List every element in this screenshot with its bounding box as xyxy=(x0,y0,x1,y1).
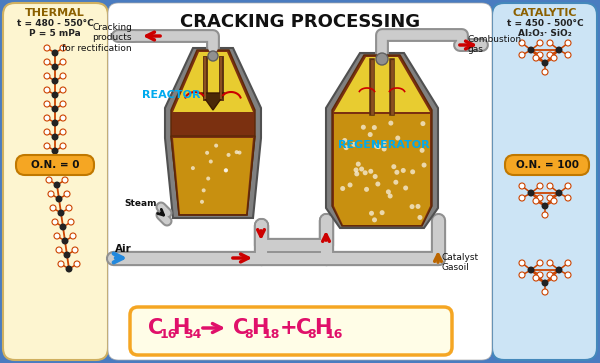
Text: O.N. = 100: O.N. = 100 xyxy=(515,160,578,170)
Circle shape xyxy=(418,215,422,220)
Circle shape xyxy=(44,45,50,51)
Circle shape xyxy=(382,147,386,151)
Polygon shape xyxy=(334,57,430,112)
Circle shape xyxy=(52,134,59,140)
Circle shape xyxy=(368,169,373,174)
FancyBboxPatch shape xyxy=(16,155,94,175)
Circle shape xyxy=(62,177,68,183)
Circle shape xyxy=(362,170,368,175)
Circle shape xyxy=(551,275,557,281)
Circle shape xyxy=(542,212,548,218)
Text: C: C xyxy=(148,318,163,338)
Text: 16: 16 xyxy=(326,327,343,340)
Circle shape xyxy=(376,53,388,65)
Circle shape xyxy=(206,176,210,180)
Circle shape xyxy=(60,143,66,149)
Circle shape xyxy=(391,164,397,169)
Circle shape xyxy=(48,191,54,197)
Text: Steam: Steam xyxy=(125,199,157,208)
Polygon shape xyxy=(165,48,261,218)
Circle shape xyxy=(44,115,50,121)
Polygon shape xyxy=(334,114,430,225)
Circle shape xyxy=(44,101,50,107)
Circle shape xyxy=(56,247,62,253)
Circle shape xyxy=(353,167,359,172)
Circle shape xyxy=(556,189,563,196)
Circle shape xyxy=(547,260,553,266)
Circle shape xyxy=(527,266,535,273)
Circle shape xyxy=(542,203,548,209)
Circle shape xyxy=(68,219,74,225)
Circle shape xyxy=(342,138,347,143)
Text: 8: 8 xyxy=(244,327,253,340)
Circle shape xyxy=(419,148,425,153)
Text: 18: 18 xyxy=(263,327,280,340)
Circle shape xyxy=(565,195,571,201)
Circle shape xyxy=(44,129,50,135)
Text: 34: 34 xyxy=(184,327,202,340)
Circle shape xyxy=(361,125,366,130)
Circle shape xyxy=(58,261,64,267)
Circle shape xyxy=(60,87,66,93)
Text: H: H xyxy=(172,318,190,338)
Circle shape xyxy=(56,196,62,203)
Circle shape xyxy=(66,205,72,211)
Circle shape xyxy=(394,180,398,185)
Circle shape xyxy=(44,143,50,149)
Text: CRACKING PROCESSING: CRACKING PROCESSING xyxy=(180,13,420,31)
Circle shape xyxy=(422,163,427,168)
Text: CATALYTIC: CATALYTIC xyxy=(513,8,577,18)
Circle shape xyxy=(344,145,349,150)
Circle shape xyxy=(537,272,543,278)
Circle shape xyxy=(542,60,548,66)
Text: +: + xyxy=(280,318,298,338)
Text: t = 450 - 500°C: t = 450 - 500°C xyxy=(506,19,583,28)
Text: Cracking
products
for rectification: Cracking products for rectification xyxy=(62,23,132,53)
Circle shape xyxy=(46,177,52,183)
Circle shape xyxy=(44,87,50,93)
Circle shape xyxy=(519,195,525,201)
Circle shape xyxy=(372,217,377,223)
Circle shape xyxy=(547,195,553,201)
Text: H: H xyxy=(251,318,268,338)
Circle shape xyxy=(547,52,553,58)
Circle shape xyxy=(556,266,563,273)
Circle shape xyxy=(238,151,242,155)
Circle shape xyxy=(52,106,59,113)
Circle shape xyxy=(52,91,59,98)
Circle shape xyxy=(388,193,392,199)
Circle shape xyxy=(224,168,228,172)
Text: O.N. = 0: O.N. = 0 xyxy=(31,160,79,170)
Circle shape xyxy=(70,233,76,239)
Circle shape xyxy=(209,159,213,163)
FancyBboxPatch shape xyxy=(130,307,452,355)
Text: Air: Air xyxy=(115,244,132,254)
Circle shape xyxy=(200,200,204,204)
FancyBboxPatch shape xyxy=(492,3,597,360)
Text: C: C xyxy=(296,318,311,338)
Circle shape xyxy=(542,280,548,286)
Text: 8: 8 xyxy=(307,327,316,340)
Circle shape xyxy=(401,168,406,173)
Circle shape xyxy=(52,219,58,225)
Circle shape xyxy=(403,185,408,191)
Circle shape xyxy=(372,125,377,130)
Text: Catalyst
Gasoil: Catalyst Gasoil xyxy=(442,253,479,272)
Text: t = 480 - 550°C: t = 480 - 550°C xyxy=(17,19,94,28)
FancyBboxPatch shape xyxy=(108,3,492,360)
Circle shape xyxy=(202,188,206,192)
Circle shape xyxy=(388,121,394,126)
Circle shape xyxy=(227,153,230,157)
Circle shape xyxy=(551,198,557,204)
Circle shape xyxy=(547,272,553,278)
Circle shape xyxy=(374,144,379,149)
Circle shape xyxy=(394,170,400,175)
Circle shape xyxy=(60,101,66,107)
Circle shape xyxy=(382,141,386,146)
FancyBboxPatch shape xyxy=(505,155,589,175)
Text: 16: 16 xyxy=(160,327,178,340)
Circle shape xyxy=(74,261,80,267)
Polygon shape xyxy=(173,52,253,112)
Circle shape xyxy=(62,237,68,245)
